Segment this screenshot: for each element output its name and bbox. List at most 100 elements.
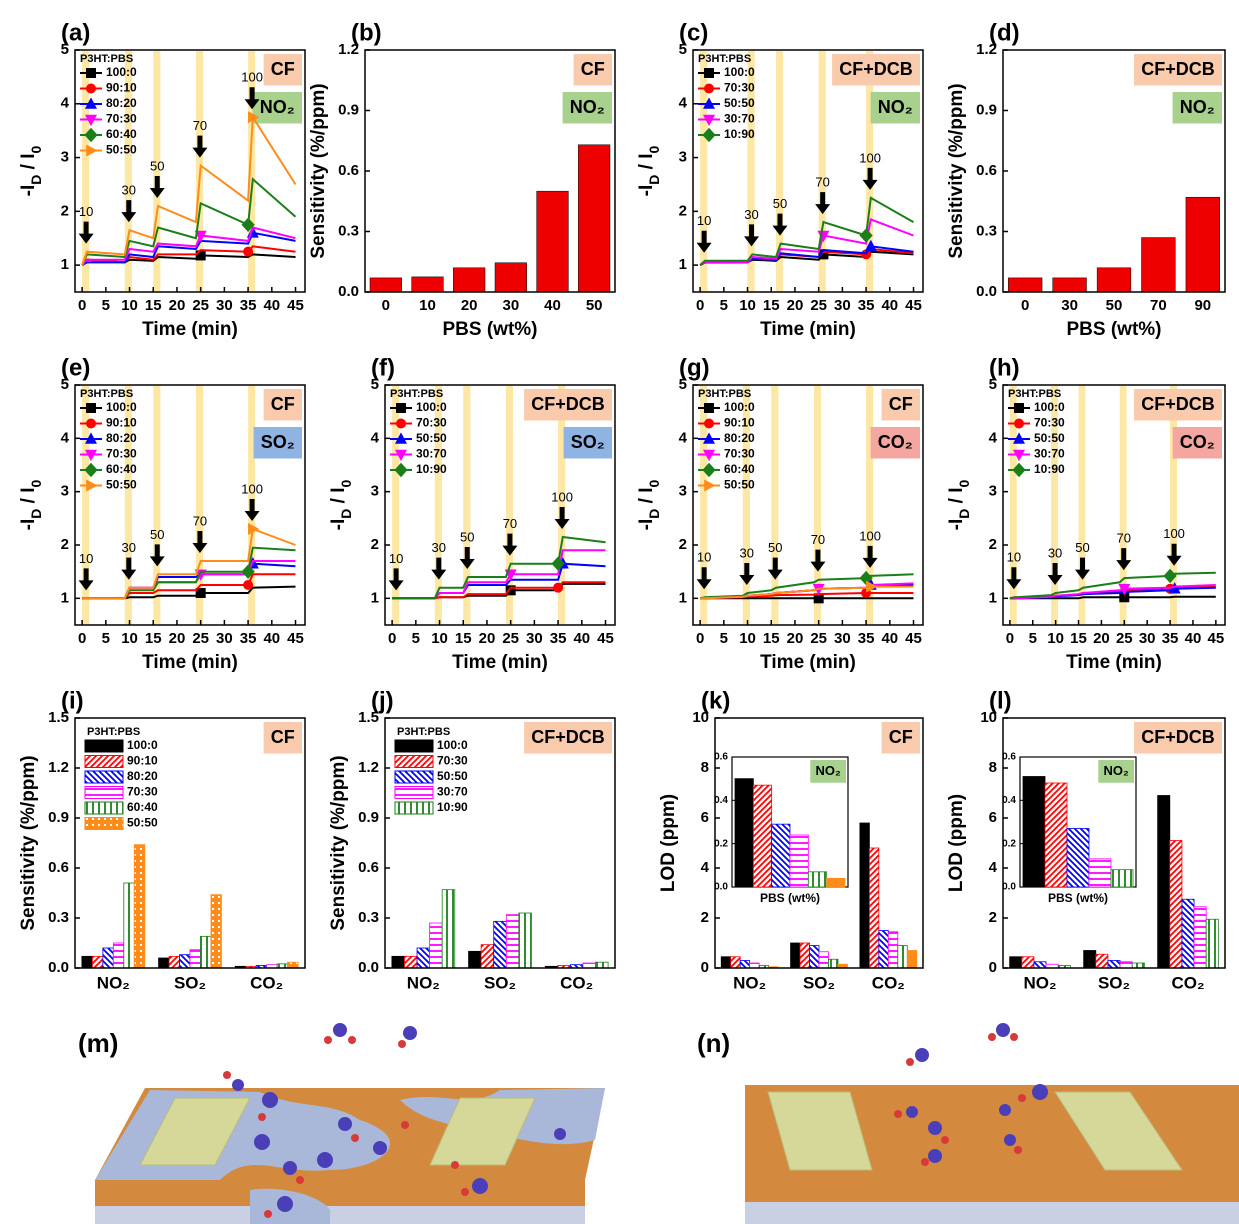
y-axis-label-part: / I (636, 153, 657, 174)
tag: CO₂ (871, 427, 920, 459)
exposure-label: 70 (193, 513, 207, 528)
bar (791, 943, 800, 968)
exposure-label: 100 (859, 528, 881, 543)
legend-label: 10:90 (416, 462, 447, 476)
tag: CF+DCB (1134, 389, 1222, 421)
exposure-label: 50 (150, 527, 164, 542)
exposure-label: 10 (389, 551, 403, 566)
y-tick-label: 3 (679, 149, 687, 166)
y-tick-label: 5 (679, 376, 687, 393)
legend-label: 30:70 (416, 447, 447, 461)
y-tick-label: 0.6 (976, 162, 997, 179)
x-tick-label: 5 (1029, 630, 1037, 647)
exposure-label: 100 (551, 489, 573, 504)
marker (1014, 403, 1024, 413)
y-tick-label: 2 (61, 536, 69, 553)
y-tick-label: 0.9 (358, 809, 379, 826)
y-tick-label: 0.6 (338, 162, 359, 179)
y-tick-label: 0.3 (48, 909, 69, 926)
x-tick-label: CO₂ (560, 973, 593, 992)
legend-label: 80:20 (127, 769, 158, 783)
y-axis-label-part: -I (328, 519, 349, 531)
tag-text: SO₂ (571, 432, 605, 452)
x-tick-label: 30 (834, 630, 851, 647)
y-tick-label: 4 (61, 429, 70, 446)
x-tick-label: 5 (412, 630, 420, 647)
y-tick-label: 4 (61, 95, 70, 112)
film-front (745, 1180, 1239, 1202)
bar (1010, 957, 1022, 968)
legend-label: 60:40 (106, 127, 137, 141)
exposure-arrow (79, 568, 94, 590)
legend-label: 80:20 (106, 96, 137, 110)
exposure-arrow (697, 231, 712, 253)
y-tick-label: 4 (989, 859, 998, 876)
inset-y-tick-label: 0.2 (1002, 838, 1016, 849)
x-tick-label: 35 (1162, 630, 1179, 647)
inset-bar (1045, 783, 1067, 887)
y-axis-label-part: -I (946, 519, 967, 531)
bar (800, 943, 809, 968)
tag-text: CF+DCB (1141, 727, 1215, 747)
legend-label: 100:0 (106, 65, 137, 79)
x-tick-label: 5 (102, 630, 110, 647)
y-tick-label: 1 (61, 589, 69, 606)
y-axis-label: LOD (ppm) (946, 794, 967, 892)
legend-swatch (395, 740, 433, 752)
exposure-label: 10 (697, 213, 711, 228)
bar (404, 956, 417, 968)
legend-label: 70:30 (127, 785, 158, 799)
exposure-arrow (150, 176, 165, 198)
legend-swatch (395, 771, 433, 783)
series-line (82, 228, 295, 266)
tag: CF (882, 389, 920, 421)
bar (888, 932, 897, 968)
exposure-arrow (815, 192, 830, 214)
tag: CF (882, 722, 920, 754)
y-tick-label: 4 (679, 95, 688, 112)
bar (1053, 278, 1087, 292)
bar (1096, 954, 1108, 968)
x-tick-label: NO₂ (97, 973, 130, 992)
y-tick-label: 5 (61, 41, 69, 58)
bar (1120, 962, 1132, 968)
tag-text: CF (271, 59, 295, 79)
bar (113, 943, 123, 968)
tag: NO₂ (253, 92, 302, 124)
bar (481, 945, 494, 968)
y-tick-label: 1.5 (48, 709, 69, 726)
tag: CF (264, 54, 302, 86)
exposure-arrow (150, 544, 165, 566)
exposure-label: 50 (460, 529, 474, 544)
tag-text: CF (271, 727, 295, 747)
inset-bar (772, 824, 790, 887)
bar (828, 959, 837, 968)
legend-label: 100:0 (724, 65, 755, 79)
y-tick-label: 10 (980, 709, 997, 726)
y-tick-label: 4 (371, 429, 380, 446)
marker (86, 403, 96, 413)
y-axis-label-part: 0 (646, 479, 662, 487)
x-tick-label: NO₂ (733, 973, 766, 992)
inset-bar (1067, 829, 1089, 888)
tag: NO₂ (1173, 92, 1222, 124)
series-line (392, 537, 605, 598)
x-tick-label: 45 (905, 630, 922, 647)
legend-title: P3HT:PBS (390, 388, 443, 400)
y-axis-label-part: D (28, 175, 44, 185)
x-tick-label: 35 (858, 297, 875, 314)
y-tick-label: 3 (61, 483, 69, 500)
bar (124, 883, 134, 968)
tag-text: NO₂ (816, 763, 842, 778)
tag-text: CF+DCB (531, 394, 605, 414)
x-tick-label: NO₂ (407, 973, 440, 992)
tag-text: SO₂ (261, 432, 295, 452)
y-tick-label: 4 (989, 429, 998, 446)
y-tick-label: 2 (701, 909, 709, 926)
legend-label: 70:30 (106, 447, 137, 461)
inset-y-tick-label: 0.4 (714, 795, 728, 806)
bar (417, 948, 430, 968)
legend-label: 70:30 (106, 112, 137, 126)
legend-label: 60:40 (127, 800, 158, 814)
marker (86, 145, 97, 157)
